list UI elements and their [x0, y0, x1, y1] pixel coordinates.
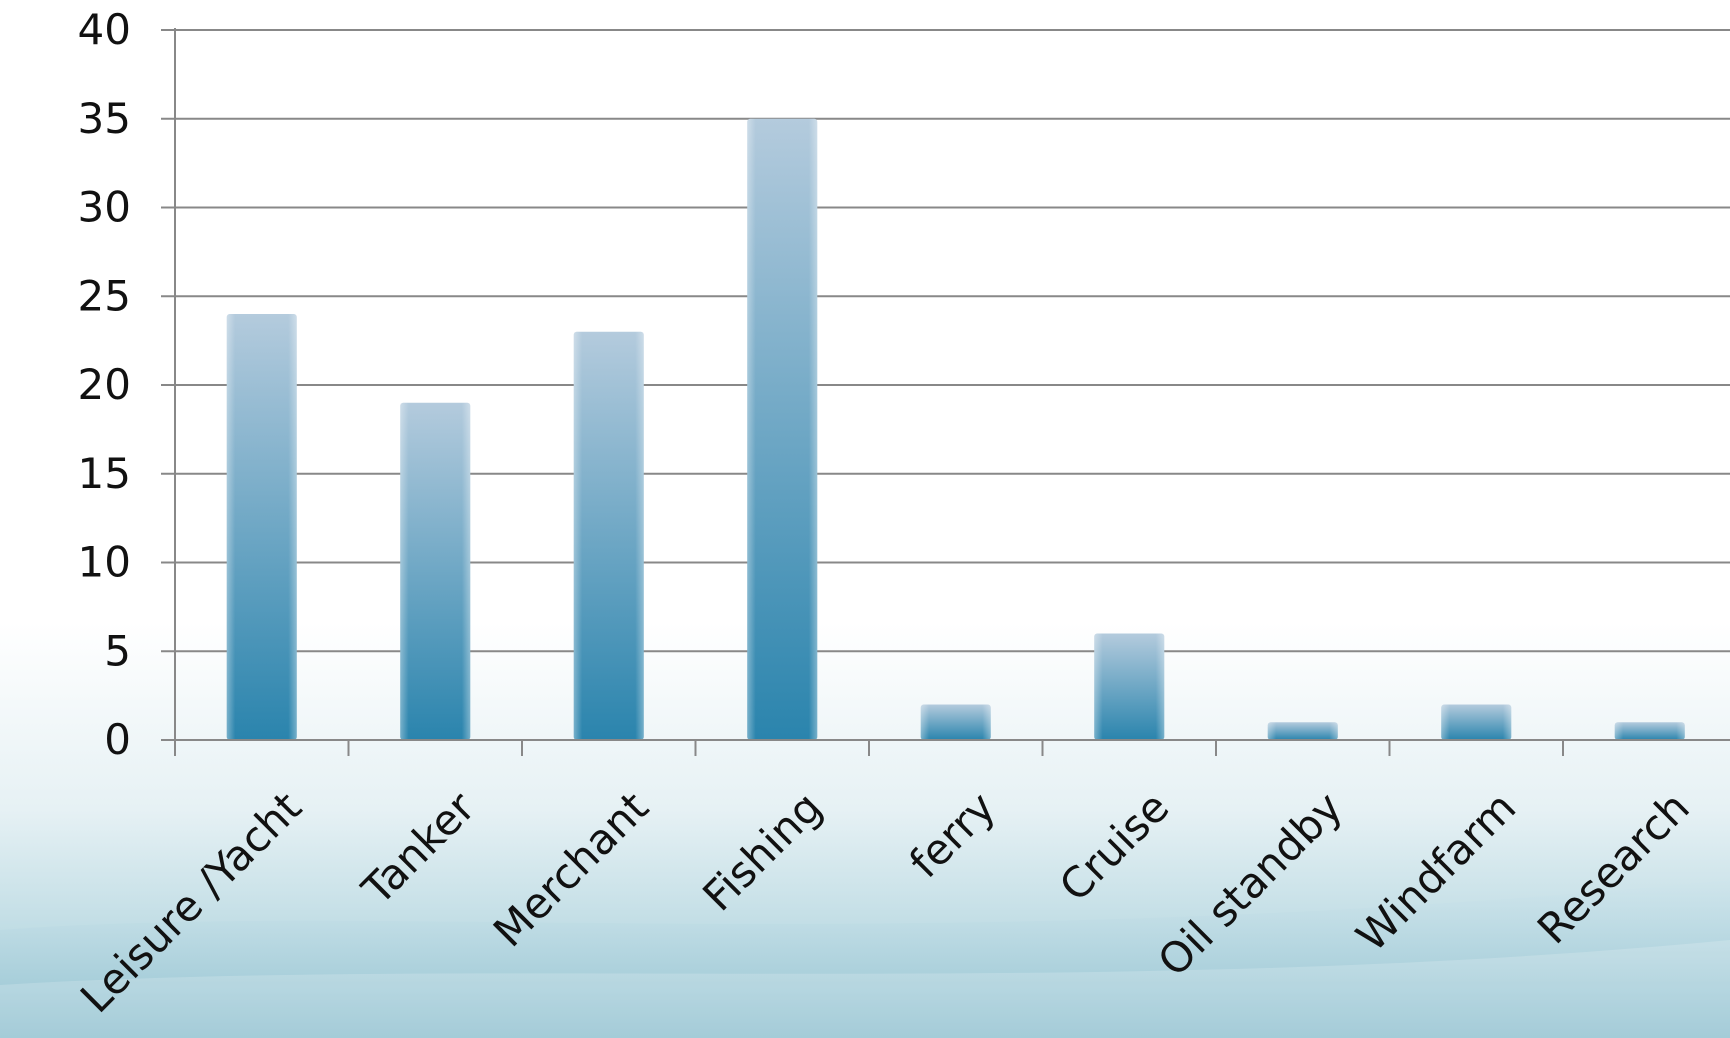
bar-highlight	[1094, 633, 1165, 740]
bar-highlight	[1267, 722, 1338, 740]
bar-highlight	[920, 704, 991, 740]
bar-group	[573, 331, 644, 740]
bar-group	[1441, 704, 1512, 740]
background-wave-highlight	[0, 940, 1730, 1038]
bar-group	[1614, 722, 1685, 740]
bar-highlight	[747, 118, 818, 740]
bar-group	[400, 402, 471, 740]
bar-group	[226, 314, 297, 740]
bar-highlight	[573, 331, 644, 740]
bars	[226, 118, 1685, 740]
y-tick-label: 10	[78, 538, 131, 587]
bar-highlight	[400, 402, 471, 740]
bar-highlight	[226, 314, 297, 740]
y-tick-label: 40	[78, 5, 131, 54]
background-wave	[0, 880, 1730, 1038]
axes	[174, 28, 1730, 756]
y-tick-label: 15	[78, 449, 131, 498]
y-tick-label: 35	[78, 94, 131, 143]
y-tick-label: 0	[104, 715, 131, 764]
bar-highlight	[1441, 704, 1512, 740]
bar-highlight	[1614, 722, 1685, 740]
y-tick-label: 30	[78, 183, 131, 232]
bar-group	[747, 118, 818, 740]
y-tick-label: 20	[78, 360, 131, 409]
y-tick-label: 25	[78, 271, 131, 320]
bar-group	[1267, 722, 1338, 740]
bar-group	[1094, 633, 1165, 740]
bar-group	[920, 704, 991, 740]
y-axis-tick-labels: 0 5 10 15 20 25 30 35 40	[78, 5, 131, 764]
y-tick-label: 5	[104, 626, 131, 675]
